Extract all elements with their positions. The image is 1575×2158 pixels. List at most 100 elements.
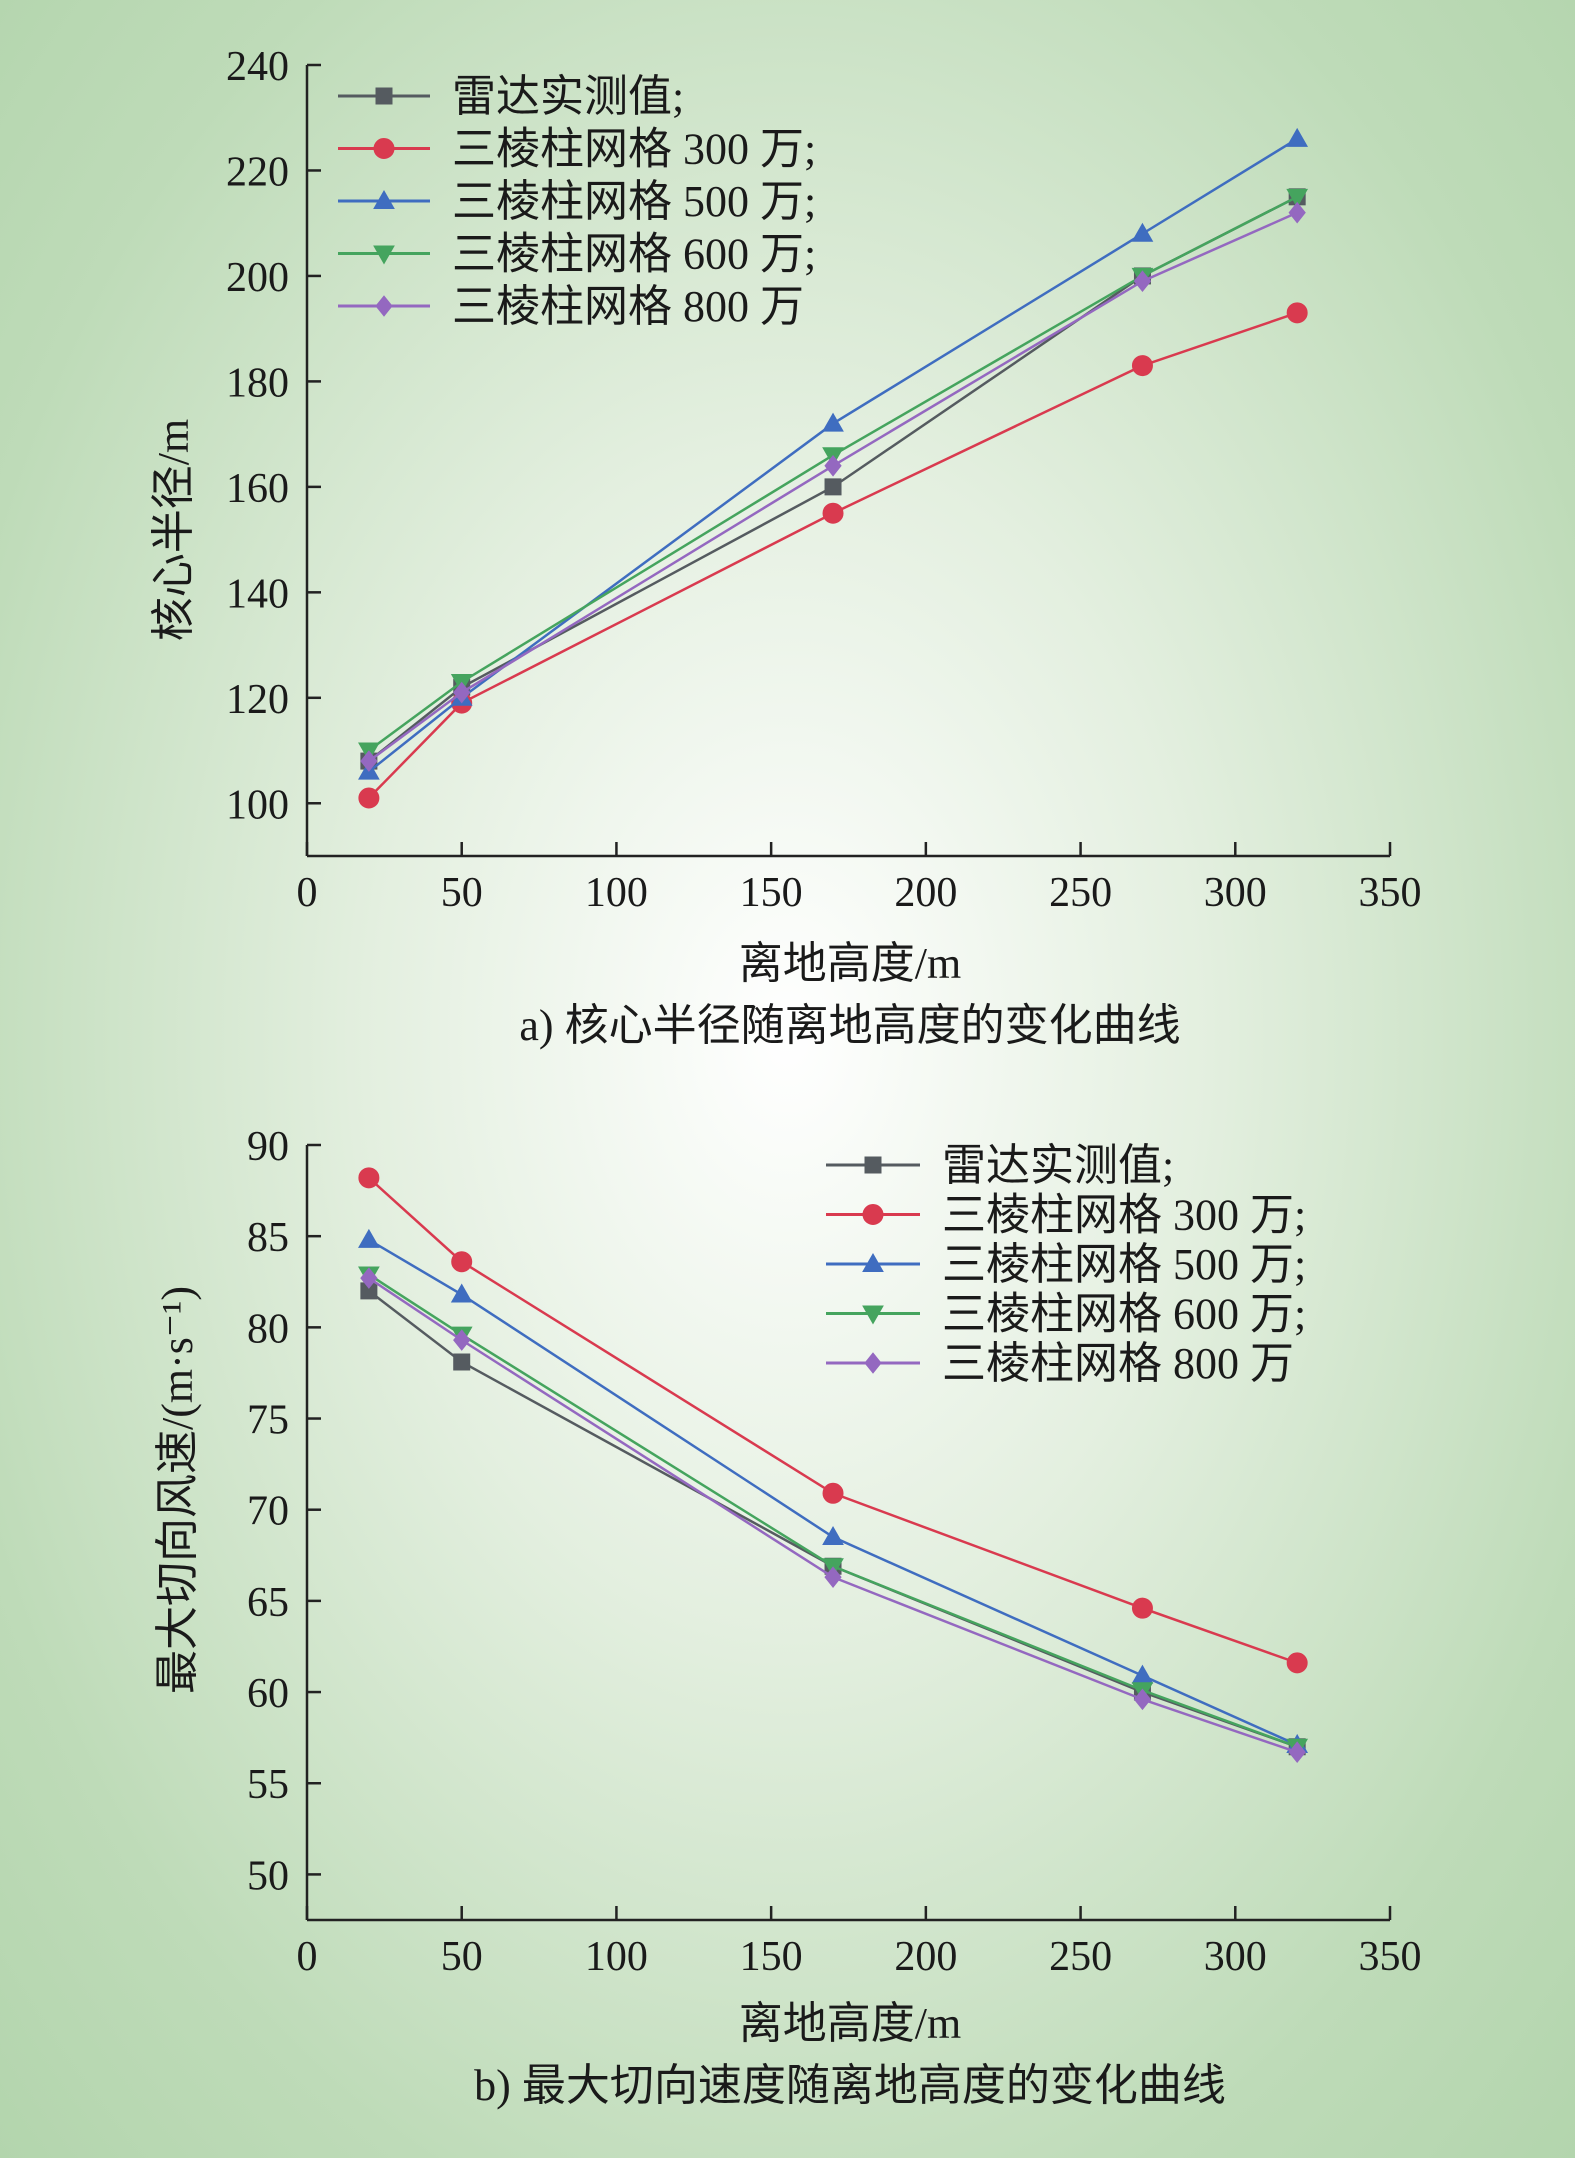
legend-label-a: 三棱柱网格 500 万; [452,177,816,226]
y-tick-label-a: 140 [226,571,289,617]
data-point-b-5 [360,1267,378,1289]
data-point-b-3 [822,1526,844,1546]
legend-label-b: 雷达实测值; [942,1141,1174,1190]
legend-item-a-2: 三棱柱网格 300 万; [338,125,816,174]
x-tick-label-b: 50 [441,1934,483,1980]
data-point-a-5 [360,750,378,772]
legend-label-b: 三棱柱网格 800 万 [942,1339,1294,1388]
x-tick-label-b: 200 [894,1934,957,1980]
legend-marker-a [375,295,393,317]
data-point-a-4 [1286,188,1309,208]
data-point-a-2 [822,502,844,524]
legend-label-a: 雷达实测值; [452,72,684,121]
y-tick-label-a: 180 [226,360,289,406]
y-tick-label-a: 100 [226,782,289,828]
series-b-5 [360,1267,1306,1764]
data-point-b-2 [358,1167,380,1189]
y-tick-label-a: 220 [226,149,289,195]
y-tick-label-b: 75 [247,1398,289,1444]
y-tick-label-b: 90 [247,1124,289,1170]
legend-label-a: 三棱柱网格 300 万; [452,125,816,174]
data-point-b-5 [824,1566,842,1588]
x-tick-label-a: 200 [894,870,957,916]
y-tick-label-b: 80 [247,1306,289,1352]
legend-item-a-3: 三棱柱网格 500 万; [338,177,816,226]
legend-item-b-5: 三棱柱网格 800 万 [826,1339,1294,1388]
legend-marker-a [373,189,395,209]
x-tick-label-a: 250 [1049,870,1112,916]
data-point-a-3 [1131,222,1154,242]
data-point-b-3 [1131,1664,1154,1684]
x-tick-label-a: 50 [441,870,483,916]
data-point-a-5 [453,681,471,704]
x-tick-label-b: 300 [1204,1934,1267,1980]
y-tick-label-b: 60 [247,1671,289,1717]
legend-marker-a [375,87,393,105]
x-tick-label-b: 350 [1359,1934,1422,1980]
x-axis-label-b: 离地高度/m [739,1999,961,2048]
legend-label-a: 三棱柱网格 800 万 [452,282,804,331]
data-point-a-5 [1133,270,1152,293]
series-a-5 [360,201,1306,772]
legend-item-b-1: 雷达实测值; [826,1141,1174,1190]
legend-b: 雷达实测值;三棱柱网格 300 万;三棱柱网格 500 万;三棱柱网格 600 … [826,1141,1306,1388]
y-tick-label-b: 55 [247,1762,289,1808]
plot-area-a: 0 50 100 150 200 250 300 350 100 120 140 160 180 200 2… [226,44,1422,916]
data-point-a-2 [358,787,380,809]
series-b-3 [358,1228,1309,1753]
data-point-a-5 [824,454,842,477]
legend-label-b: 三棱柱网格 500 万; [942,1240,1306,1289]
data-point-a-1 [824,478,842,496]
legend-item-a-4: 三棱柱网格 600 万; [338,230,816,279]
data-point-b-2 [451,1251,473,1273]
y-tick-label-b: 70 [247,1489,289,1535]
x-tick-label-a: 0 [297,870,318,916]
series-line-a-2 [367,311,1298,799]
panel-b-max-tangential-speed-chart: 0 50 100 150 200 250 300 350505560657075808590 … [153,1124,1422,2110]
legend-marker-a [373,245,395,265]
y-tick-label-b: 50 [247,1853,289,1899]
data-point-b-2 [1286,1652,1308,1674]
y-tick-label-a: 160 [226,466,289,512]
x-tick-label-b: 0 [297,1934,318,1980]
y-tick-label-a: 200 [226,255,289,301]
data-point-a-5 [1288,201,1306,224]
series-b-2 [358,1167,1308,1674]
legend-item-b-2: 三棱柱网格 300 万; [826,1191,1306,1240]
data-point-b-3 [450,1283,473,1303]
legend-marker-a [373,138,395,159]
legend-marker-b [862,1305,884,1325]
data-point-a-3 [1286,127,1309,147]
data-point-b-2 [1131,1597,1153,1619]
data-point-a-2 [1131,355,1153,377]
legend-item-b-3: 三棱柱网格 500 万; [826,1240,1306,1289]
series-a-3 [358,127,1309,780]
x-tick-label-b: 100 [585,1934,648,1980]
data-point-b-5 [1288,1741,1306,1764]
x-tick-label-b: 150 [740,1934,803,1980]
legend-label-b: 三棱柱网格 300 万; [942,1191,1306,1240]
legend-item-a-5: 三棱柱网格 800 万 [338,282,804,331]
y-axis-label-b: 最大切向风速/(m·s⁻¹) [153,1286,202,1694]
legend-item-a-1: 雷达实测值; [338,72,684,121]
x-tick-label-a: 150 [740,870,803,916]
caption-b: b) 最大切向速度随离地高度的变化曲线 [474,2061,1226,2110]
data-point-b-3 [358,1228,380,1248]
data-point-b-5 [453,1329,471,1351]
x-tick-label-b: 250 [1049,1934,1112,1980]
panel-a-core-radius-chart: 0 50 100 150 200 250 300 350 100 120 140 160 180 200 2… [149,44,1422,1050]
y-tick-label-a: 120 [226,677,289,723]
legend-marker-b [862,1204,884,1225]
data-point-a-2 [1286,302,1308,324]
legend-marker-b [862,1252,884,1272]
series-a-2 [358,302,1308,809]
data-point-b-5 [1133,1688,1152,1711]
x-tick-label-a: 350 [1359,870,1422,916]
data-point-b-1 [453,1353,471,1371]
y-tick-label-b: 85 [247,1215,289,1261]
data-point-a-3 [822,412,844,432]
y-tick-label-a: 240 [226,44,289,90]
legend-a: 雷达实测值;三棱柱网格 300 万;三棱柱网格 500 万;三棱柱网格 600 … [338,72,816,331]
